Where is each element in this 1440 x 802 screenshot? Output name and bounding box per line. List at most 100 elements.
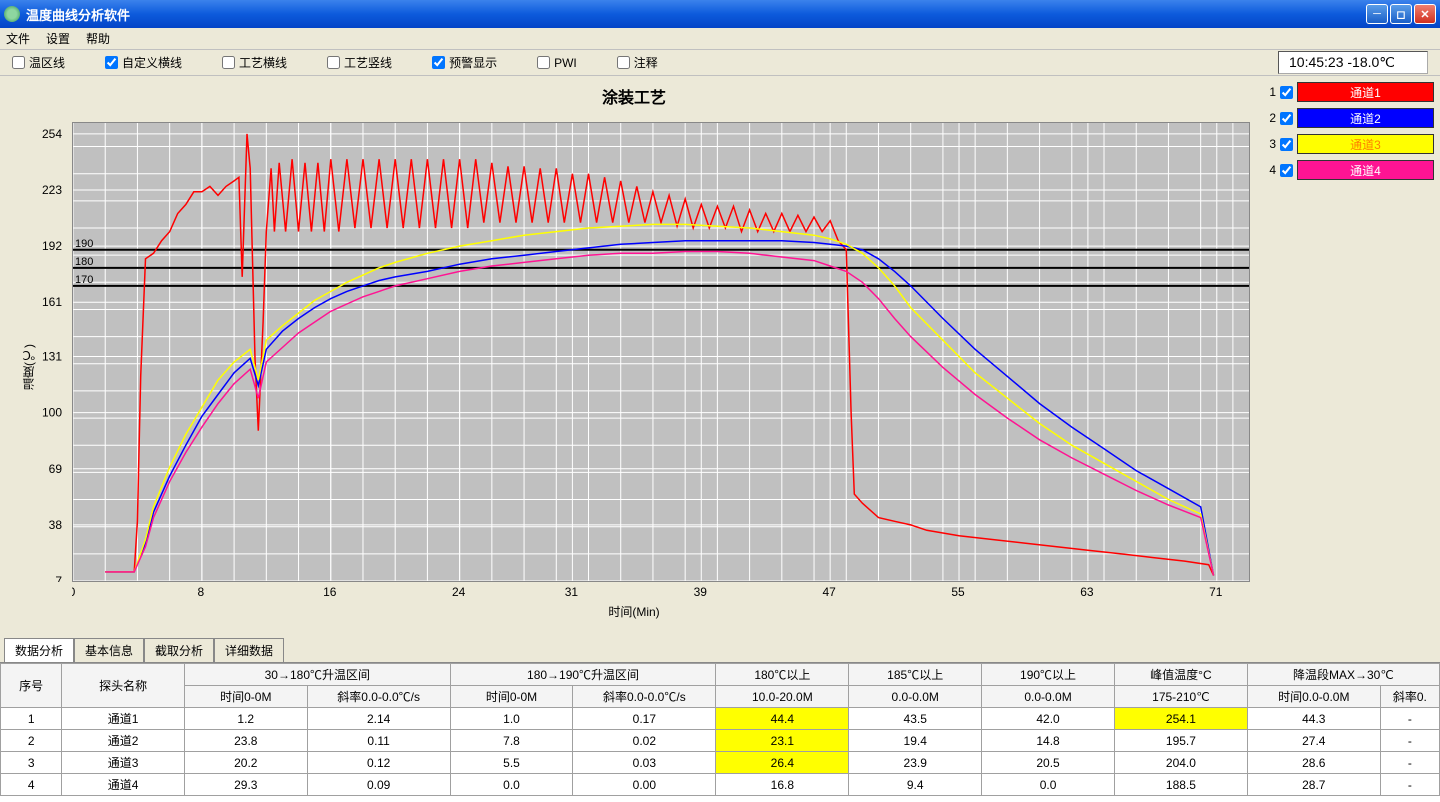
svg-text:39: 39 (694, 585, 708, 599)
table-cell: 2.14 (307, 708, 450, 730)
legend-checkbox-1[interactable] (1280, 86, 1293, 99)
toolbar-check-label: 自定义横线 (122, 54, 182, 71)
table-cell: 28.7 (1247, 774, 1380, 796)
table-row[interactable]: 3通道320.20.125.50.0326.423.920.5204.028.6… (1, 752, 1440, 774)
table-row[interactable]: 1通道11.22.141.00.1744.443.542.0254.144.3- (1, 708, 1440, 730)
toolbar-checkbox-2[interactable] (222, 56, 235, 69)
th2-4: 时间0-0M (450, 686, 573, 708)
table-cell: 0.09 (307, 774, 450, 796)
toolbar-check-label: 工艺竖线 (344, 54, 392, 71)
toolbar-check-label: 温区线 (29, 54, 65, 71)
toolbar-check-label: 预警显示 (449, 54, 497, 71)
svg-text:24: 24 (452, 585, 466, 599)
table-cell: 44.4 (716, 708, 849, 730)
table-cell: 1.0 (450, 708, 573, 730)
th-8: 190℃以上 (982, 664, 1115, 686)
menu-settings[interactable]: 设置 (46, 30, 70, 47)
legend-checkbox-4[interactable] (1280, 164, 1293, 177)
th-1: 探头名称 (62, 664, 185, 708)
x-axis-title: 时间(Min) (608, 603, 659, 620)
table-cell: 23.9 (849, 752, 982, 774)
tab-3[interactable]: 详细数据 (214, 638, 284, 662)
svg-text:7: 7 (55, 574, 62, 582)
clock-display: 10:45:23 -18.0℃ (1278, 51, 1428, 74)
menubar: 文件 设置 帮助 (0, 28, 1440, 50)
th-0: 序号 (1, 664, 62, 708)
toolbar-checkbox-1[interactable] (105, 56, 118, 69)
table-cell: 26.4 (716, 752, 849, 774)
th-7: 185℃以上 (849, 664, 982, 686)
legend-swatch-3[interactable]: 通道3 (1297, 134, 1434, 154)
toolbar-check-2[interactable]: 工艺横线 (222, 54, 287, 71)
toolbar-checkbox-4[interactable] (432, 56, 445, 69)
table-cell: 14.8 (982, 730, 1115, 752)
toolbar-checkbox-0[interactable] (12, 56, 25, 69)
th2-9: 175-210℃ (1114, 686, 1247, 708)
close-button[interactable]: ✕ (1414, 4, 1436, 24)
menu-help[interactable]: 帮助 (86, 30, 110, 47)
legend-checkbox-3[interactable] (1280, 138, 1293, 151)
toolbar-check-5[interactable]: PWI (537, 54, 577, 71)
legend-panel: 1 通道12 通道23 通道34 通道4 (1260, 76, 1440, 636)
table-cell: 2 (1, 730, 62, 752)
table-cell: 20.2 (184, 752, 307, 774)
table-row[interactable]: 2通道223.80.117.80.0223.119.414.8195.727.4… (1, 730, 1440, 752)
toolbar-check-label: PWI (554, 56, 577, 70)
tab-2[interactable]: 截取分析 (144, 638, 214, 662)
toolbar-checkbox-6[interactable] (617, 56, 630, 69)
th2-5: 斜率0.0-0.0℃/s (573, 686, 716, 708)
legend-row-2: 2 通道2 (1262, 108, 1434, 128)
th2-8: 0.0-0.0M (982, 686, 1115, 708)
table-cell: 0.12 (307, 752, 450, 774)
toolbar-check-3[interactable]: 工艺竖线 (327, 54, 392, 71)
hline-label-170: 170 (75, 274, 93, 286)
menu-file[interactable]: 文件 (6, 30, 30, 47)
table-cell: 通道1 (62, 708, 185, 730)
legend-row-4: 4 通道4 (1262, 160, 1434, 180)
svg-text:47: 47 (822, 585, 836, 599)
legend-checkbox-2[interactable] (1280, 112, 1293, 125)
toolbar: 温区线 自定义横线 工艺横线 工艺竖线 预警显示 PWI 注释 10:45:23 -18.0… (0, 50, 1440, 76)
minimize-button[interactable]: ─ (1366, 4, 1388, 24)
table-cell: 23.8 (184, 730, 307, 752)
tab-0[interactable]: 数据分析 (4, 638, 74, 662)
tab-1[interactable]: 基本信息 (74, 638, 144, 662)
toolbar-check-0[interactable]: 温区线 (12, 54, 65, 71)
th2-6: 10.0-20.0M (716, 686, 849, 708)
table-cell: 188.5 (1114, 774, 1247, 796)
th2-11: 斜率0. (1380, 686, 1439, 708)
table-cell: 5.5 (450, 752, 573, 774)
table-cell: 3 (1, 752, 62, 774)
titlebar: 温度曲线分析软件 ─ ◻ ✕ (0, 0, 1440, 28)
th-4: 180→190℃升温区间 (450, 664, 716, 686)
th2-3: 斜率0.0-0.0℃/s (307, 686, 450, 708)
toolbar-check-1[interactable]: 自定义横线 (105, 54, 182, 71)
th-9: 峰值温度°C (1114, 664, 1247, 686)
maximize-button[interactable]: ◻ (1390, 4, 1412, 24)
table-cell: 29.3 (184, 774, 307, 796)
table-cell: 28.6 (1247, 752, 1380, 774)
table-cell: 通道2 (62, 730, 185, 752)
toolbar-checkbox-3[interactable] (327, 56, 340, 69)
legend-swatch-4[interactable]: 通道4 (1297, 160, 1434, 180)
table-cell: 19.4 (849, 730, 982, 752)
svg-text:161: 161 (42, 295, 62, 309)
plot-area[interactable]: 170180190 (72, 122, 1250, 582)
legend-swatch-2[interactable]: 通道2 (1297, 108, 1434, 128)
th-10: 降温段MAX→30℃ (1247, 664, 1439, 686)
table-cell: - (1380, 730, 1439, 752)
svg-text:63: 63 (1080, 585, 1094, 599)
legend-swatch-1[interactable]: 通道1 (1297, 82, 1434, 102)
toolbar-checkbox-5[interactable] (537, 56, 550, 69)
legend-num: 1 (1262, 85, 1276, 99)
table-cell: 16.8 (716, 774, 849, 796)
table-cell: 195.7 (1114, 730, 1247, 752)
table-cell: 4 (1, 774, 62, 796)
svg-text:0: 0 (72, 585, 76, 599)
svg-text:38: 38 (49, 518, 63, 532)
toolbar-check-6[interactable]: 注释 (617, 54, 658, 71)
toolbar-check-4[interactable]: 预警显示 (432, 54, 497, 71)
chart-panel: 涂装工艺 温度(℃) 170180190 7386910013116119222… (0, 76, 1260, 636)
table-row[interactable]: 4通道429.30.090.00.0016.89.40.0188.528.7- (1, 774, 1440, 796)
table-cell: 7.8 (450, 730, 573, 752)
